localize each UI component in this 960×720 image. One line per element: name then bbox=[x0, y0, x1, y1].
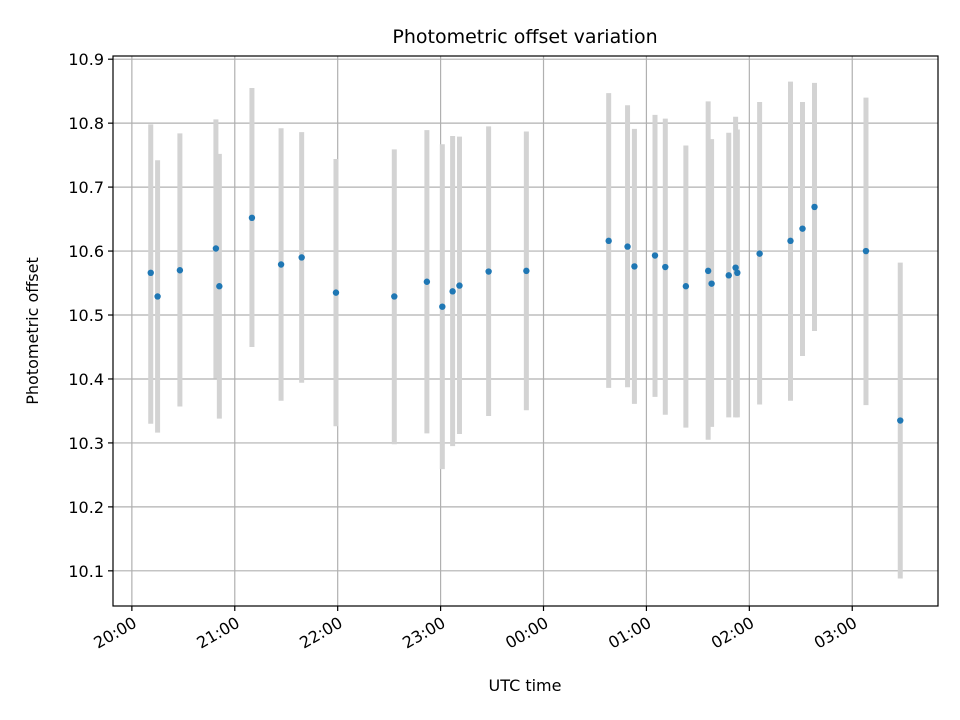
error-bars bbox=[148, 81, 903, 579]
x-tick-label: 22:00 bbox=[296, 613, 345, 653]
data-point bbox=[624, 243, 631, 250]
x-axis-title: UTC time bbox=[489, 676, 562, 695]
data-point bbox=[756, 250, 763, 257]
y-tick-label: 10.1 bbox=[68, 562, 104, 581]
data-point bbox=[449, 288, 456, 295]
data-point bbox=[176, 267, 184, 274]
data-point bbox=[277, 261, 285, 268]
data-point bbox=[734, 269, 741, 277]
x-tick-label: 20:00 bbox=[90, 613, 139, 653]
data-point bbox=[708, 280, 715, 287]
data-point bbox=[212, 245, 220, 252]
x-tick-label: 02:00 bbox=[708, 613, 757, 653]
data-point bbox=[799, 225, 806, 232]
data-point bbox=[704, 267, 712, 275]
data-point bbox=[216, 283, 223, 290]
data-point bbox=[732, 264, 739, 271]
data-point bbox=[682, 283, 690, 290]
data-point bbox=[662, 263, 669, 271]
data-point bbox=[651, 252, 659, 259]
data-point bbox=[485, 268, 492, 275]
x-axis: 20:00 21:00 22:00 23:00 00:00 01:00 02:00 03:00 bbox=[90, 606, 860, 653]
data-point bbox=[456, 282, 463, 289]
x-tick-label: 03:00 bbox=[811, 613, 860, 653]
data-point bbox=[631, 263, 638, 270]
data-point bbox=[811, 203, 818, 211]
data-point bbox=[332, 289, 340, 296]
data-point bbox=[605, 237, 612, 245]
x-tick-label: 21:00 bbox=[193, 613, 242, 653]
y-tick-label: 10.3 bbox=[68, 434, 104, 453]
y-tick-label: 10.5 bbox=[68, 306, 104, 325]
data-points bbox=[147, 203, 904, 424]
y-tick-label: 10.6 bbox=[68, 242, 104, 261]
data-point bbox=[439, 303, 446, 310]
y-tick-label: 10.7 bbox=[68, 178, 104, 197]
y-tick-label: 10.8 bbox=[68, 114, 104, 133]
data-point bbox=[862, 247, 870, 255]
y-tick-label: 10.9 bbox=[68, 50, 104, 69]
data-point bbox=[897, 417, 904, 424]
y-axis: 10.1 10.2 10.3 10.4 10.5 10.6 10.7 10.8 10.9 bbox=[68, 50, 113, 581]
data-point bbox=[298, 254, 305, 261]
x-tick-label: 00:00 bbox=[502, 613, 551, 653]
data-point bbox=[154, 293, 161, 300]
data-point bbox=[391, 293, 398, 300]
x-tick-label: 23:00 bbox=[399, 613, 448, 653]
chart-title: Photometric offset variation bbox=[392, 26, 657, 48]
data-point bbox=[523, 267, 530, 275]
plot-area-frame bbox=[112, 55, 939, 607]
y-tick-label: 10.4 bbox=[68, 370, 104, 389]
data-point bbox=[423, 278, 431, 285]
x-tick-label: 01:00 bbox=[605, 613, 654, 653]
y-tick-label: 10.2 bbox=[68, 498, 104, 517]
data-point bbox=[787, 237, 794, 245]
y-axis-title: Photometric offset bbox=[23, 257, 42, 405]
data-point bbox=[248, 214, 256, 222]
data-point bbox=[725, 272, 732, 279]
data-point bbox=[147, 269, 154, 277]
